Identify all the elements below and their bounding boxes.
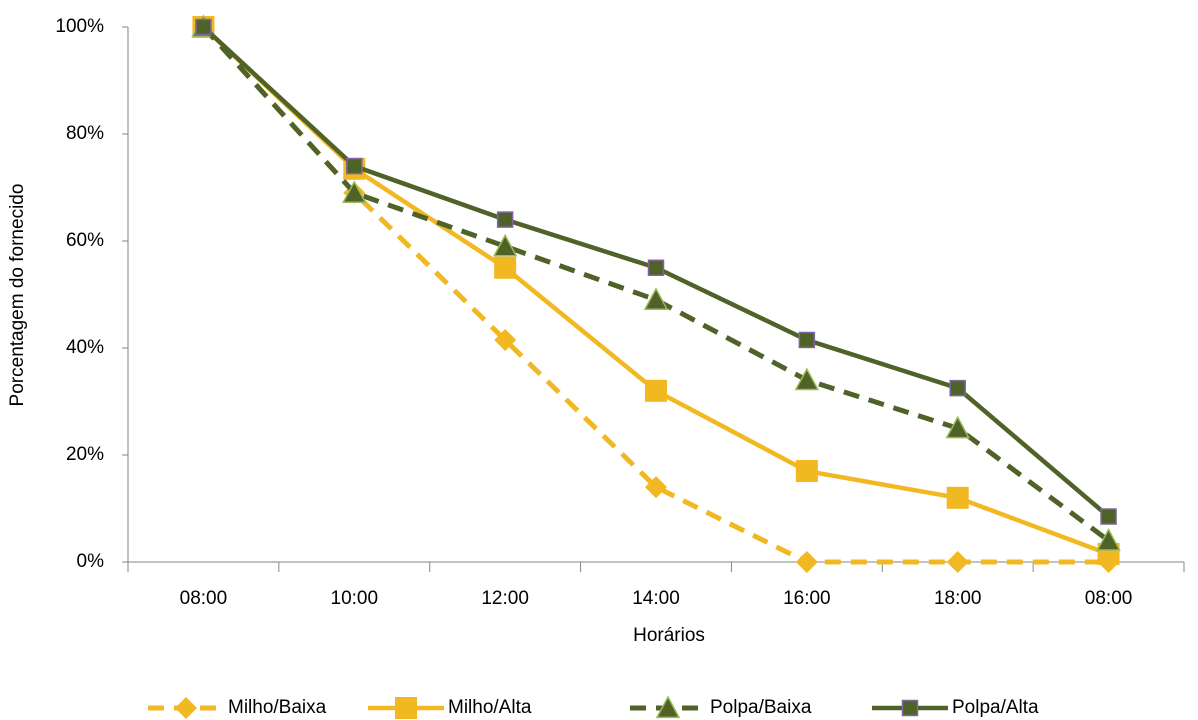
y-tick-label: 40% (66, 337, 104, 358)
x-tick-label: 10:00 (331, 588, 379, 609)
x-tick-label: 14:00 (632, 588, 680, 609)
data-point (494, 328, 517, 351)
x-tick-label: 16:00 (783, 588, 831, 609)
series-line (201, 25, 1111, 543)
y-tick-label: 80% (66, 123, 104, 144)
data-point (795, 460, 818, 483)
data-point (794, 367, 820, 391)
x-tick-label: 08:00 (1085, 588, 1133, 609)
x-tick-label: 18:00 (934, 588, 982, 609)
data-point (645, 379, 667, 402)
legend-label: Polpa/Alta (952, 697, 1039, 718)
data-point (492, 233, 518, 257)
legend-marker (655, 695, 681, 719)
data-point (1096, 528, 1121, 551)
data-point (195, 18, 212, 36)
y-tick-label: 100% (55, 16, 104, 37)
legend-label: Polpa/Baixa (710, 697, 812, 718)
legend-label: Milho/Baixa (228, 697, 327, 718)
data-point (647, 259, 665, 276)
data-point (798, 331, 816, 349)
data-point (945, 415, 970, 439)
data-point (949, 379, 966, 397)
data-point (494, 256, 517, 279)
data-point (346, 157, 363, 175)
x-tick-label: 08:00 (180, 588, 228, 609)
data-point (342, 180, 367, 203)
y-tick-label: 60% (66, 230, 104, 251)
y-axis-title: Porcentagem do fornecido (7, 184, 28, 407)
data-point (1100, 508, 1117, 525)
y-tick-label: 20% (66, 444, 104, 465)
x-tick-label: 12:00 (481, 588, 529, 609)
data-point (643, 287, 669, 310)
data-point (946, 486, 969, 509)
x-axis-title: Horários (633, 625, 705, 646)
data-point (795, 551, 818, 573)
legend-label: Milho/Alta (448, 697, 532, 718)
data-point (496, 211, 514, 228)
data-point (645, 476, 667, 499)
legend-marker (395, 697, 417, 719)
legend-marker (901, 699, 919, 717)
legend-marker (175, 697, 197, 719)
y-tick-label: 0% (77, 551, 105, 572)
data-point (946, 551, 969, 573)
